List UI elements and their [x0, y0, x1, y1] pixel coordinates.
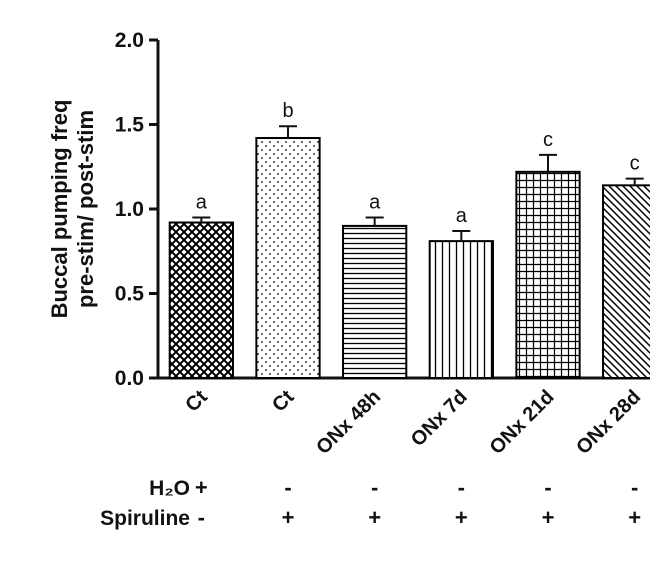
- sig-letter: a: [196, 191, 208, 213]
- treatment-sign: -: [198, 505, 205, 530]
- y-tick-label: 1.0: [115, 198, 144, 221]
- treatment-sign: +: [542, 505, 555, 530]
- y-axis-label: pre-stim/ post-stim: [73, 110, 98, 308]
- treatment-sign: +: [455, 505, 468, 530]
- category-label: ONx 21d: [486, 386, 559, 459]
- sig-letter: a: [456, 205, 468, 227]
- treatment-sign: -: [458, 475, 465, 500]
- category-label: ONx 28d: [572, 386, 645, 459]
- y-tick-label: 0.5: [115, 283, 145, 306]
- chart-svg: 0.0 0.5 1.0 1.5 2.0 Buccal pumping freq pre-st…: [47, 29, 650, 530]
- treatment-sign: +: [195, 475, 208, 500]
- treatment-sign: -: [284, 475, 291, 500]
- treatment-sign: -: [371, 475, 378, 500]
- category-label: Ct: [268, 386, 299, 417]
- treatment-sign: +: [282, 505, 295, 530]
- bar: [342, 224, 408, 379]
- sig-letter: b: [282, 100, 293, 122]
- y-tick-label: 0.0: [115, 367, 144, 390]
- y-tick-label: 1.5: [115, 114, 145, 137]
- y-tick-label: 2.0: [115, 29, 144, 52]
- category-label: Ct: [181, 386, 212, 417]
- sig-letter: c: [543, 129, 553, 151]
- sig-letter: c: [630, 153, 640, 175]
- bar: [168, 221, 234, 379]
- y-axis-label: Buccal pumping freq: [47, 100, 72, 319]
- bar: [255, 137, 321, 379]
- treatment-sign: +: [368, 505, 381, 530]
- bar: [515, 170, 581, 379]
- treatment-sign: +: [628, 505, 641, 530]
- sig-letter: a: [369, 191, 381, 213]
- treatment-row-label: Spiruline: [100, 507, 190, 530]
- bar: [602, 184, 650, 379]
- treatment-sign: -: [544, 475, 551, 500]
- category-label: ONx 7d: [407, 386, 472, 451]
- treatment-sign: -: [631, 475, 638, 500]
- bar: [428, 240, 494, 379]
- category-label: ONx 48h: [312, 386, 385, 459]
- treatment-row-label: H₂O: [149, 477, 190, 500]
- bar-chart-figure: 0.0 0.5 1.0 1.5 2.0 Buccal pumping freq pre-st…: [40, 16, 650, 555]
